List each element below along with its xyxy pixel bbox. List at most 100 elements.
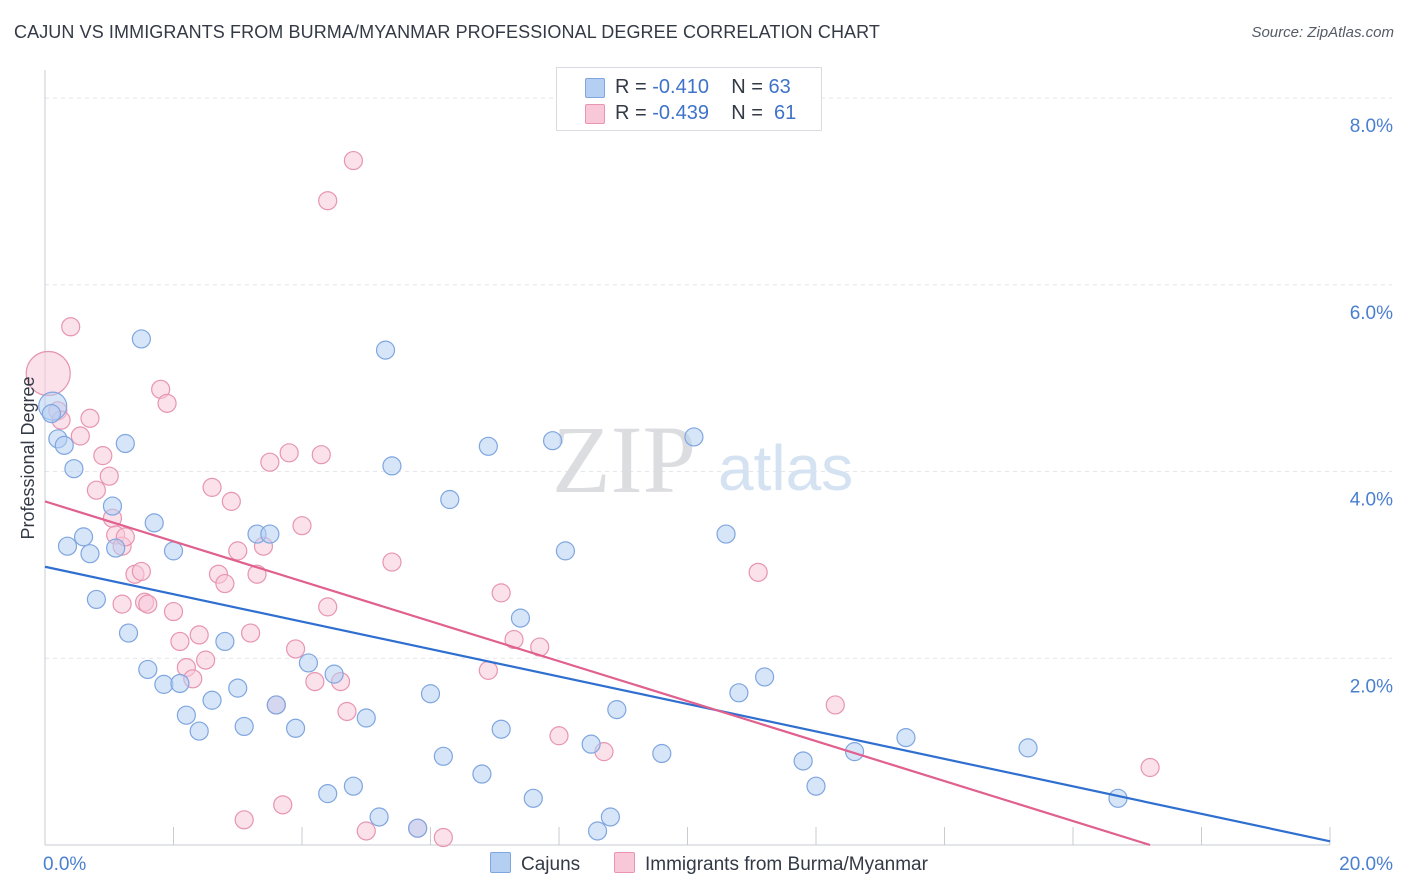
cajuns-point [356,708,376,728]
burma-point [343,150,363,171]
series-cajuns-points [38,329,1128,841]
burma-point [93,446,113,466]
cajuns-point [73,527,94,547]
x-tick-label-max: 20.0% [1339,854,1393,875]
cajuns-point [408,818,428,838]
watermark-atlas: atlas [718,432,853,504]
burma-point [491,583,511,603]
cajuns-point [106,538,126,558]
burma-point [215,573,235,594]
watermark-zip: ZIP [552,406,696,513]
cajuns-point [433,746,453,766]
burma-point [196,650,216,670]
cajuns-point [652,743,672,764]
legend-r-label: R = [615,76,647,98]
burma-point [112,594,132,614]
source-label: Source: ZipAtlas.com [1251,24,1394,41]
cajuns-point [440,489,460,510]
cajuns-point [215,631,235,652]
burma-point [337,701,357,722]
y-tick-label: 6.0% [1350,303,1393,324]
cajuns-point [510,608,531,628]
burma-point [61,317,81,337]
burma-point [70,426,90,446]
cajuns-point [163,541,184,561]
burma-legend-swatch [614,852,635,873]
cajuns-point [491,719,511,739]
burma-point [825,695,845,715]
cajuns-point [57,536,78,556]
cajuns-point [523,788,543,808]
bottom-legend-cajuns: Cajuns [490,852,580,876]
cajuns-point [298,653,319,673]
burma-point [241,623,261,643]
burma-swatch [585,104,605,124]
cajuns-point [54,435,74,455]
burma-point [382,552,402,572]
legend-n-value: 63 [768,76,791,98]
series-burma-points [25,150,1160,848]
burma-point [748,562,768,582]
cajuns-point [64,459,84,479]
burma-trend-line [44,500,1151,847]
burma-point [163,601,184,622]
y-tick-label: 8.0% [1350,116,1393,137]
burma-point [305,671,325,692]
cajuns-point [542,431,563,451]
y-tick-label: 4.0% [1350,490,1393,511]
cajuns-point [86,589,107,610]
legend-r-label: R = [615,102,647,124]
cajuns-point [138,659,158,680]
burma-point [504,629,524,650]
burma-point [189,625,209,645]
cajuns-point [318,784,338,804]
cajuns-point [729,683,749,703]
burma-point [318,597,338,617]
cajuns-point [478,436,498,456]
burma-point [157,393,177,413]
burma-point [292,516,312,536]
cajuns-point [369,807,389,827]
legend-n-label: N = [731,76,763,98]
grid-lines [45,97,1392,659]
burma-point [279,443,299,463]
cajuns-point [228,678,248,698]
burma-legend-label: Immigrants from Burma/Myanmar [645,854,928,875]
burma-point [433,827,453,848]
cajuns-point [607,700,627,720]
burma-point [86,480,107,500]
burma-point [202,477,222,497]
legend-n-value: 61 [774,102,797,124]
cajuns-point [896,728,916,748]
burma-point [228,541,248,561]
burma-point [80,408,100,428]
legend-r-value: -0.410 [652,76,709,98]
cajuns-point [754,667,775,687]
cajuns-point [844,742,865,762]
burma-point [234,810,254,830]
cajuns-point [234,716,254,737]
cajuns-point [260,524,280,544]
legend-r-value: -0.439 [652,102,709,124]
x-tick-label-min: 0.0% [43,854,86,875]
burma-point [260,452,280,472]
cajuns-point [806,776,826,796]
cajuns-point [170,673,190,694]
cajuns-trend-line [44,565,1331,843]
cajuns-point [587,821,608,841]
cajuns-point [324,664,344,684]
cajuns-point [581,734,601,754]
cajuns-point [382,456,402,476]
legend-n-label: N = [731,102,763,124]
burma-point [285,639,306,659]
trend-lines [44,500,1331,847]
cajuns-point [102,496,123,516]
burma-point [221,491,241,511]
cajuns-point [375,340,396,360]
cajuns-point [189,721,209,741]
cajuns-point [118,623,139,643]
bottom-legend-burma: Immigrants from Burma/Myanmar [614,852,928,876]
cajuns-legend-swatch [490,852,511,873]
cajuns-point [684,427,704,447]
